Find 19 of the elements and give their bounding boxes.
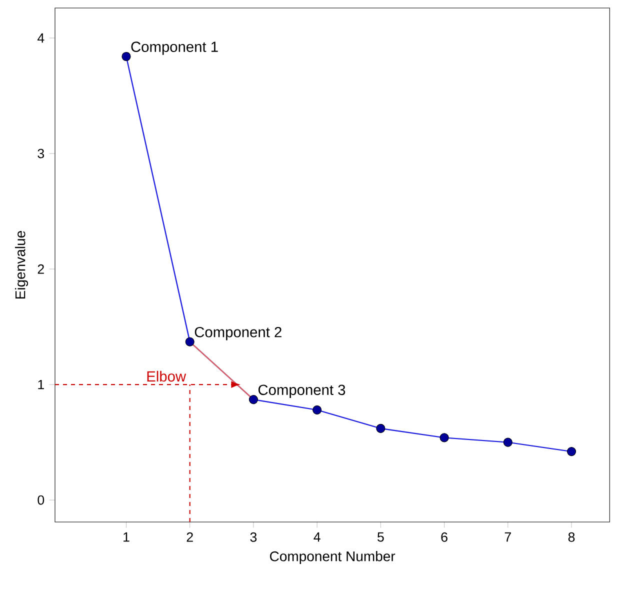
x-tick-label: 1 (124, 532, 130, 542)
y-tick-label: 2 (38, 264, 44, 274)
y-tick-label: 0 (38, 495, 44, 505)
annotation: Component 1 (131, 42, 218, 55)
x-tick-label: 3 (250, 532, 257, 542)
y-tick-label: 4 (38, 33, 44, 43)
x-tick-label: 2 (186, 532, 193, 542)
x-tick-label: 4 (314, 532, 320, 542)
x-tick-label: 8 (568, 532, 575, 542)
annotation: Elbow (147, 370, 186, 382)
y-tick-label: 1 (38, 380, 44, 390)
annotation: Component 3 (258, 384, 346, 398)
y-tick-label: 3 (38, 148, 44, 158)
x-tick-label: 6 (441, 532, 448, 542)
annotation: Component 2 (194, 326, 282, 340)
x-tick-label: 7 (504, 532, 511, 542)
x-tick-label: 5 (378, 532, 384, 542)
x-axis-title: Component Number (270, 551, 396, 564)
y-axis-title: Eigenvalue (14, 231, 28, 298)
